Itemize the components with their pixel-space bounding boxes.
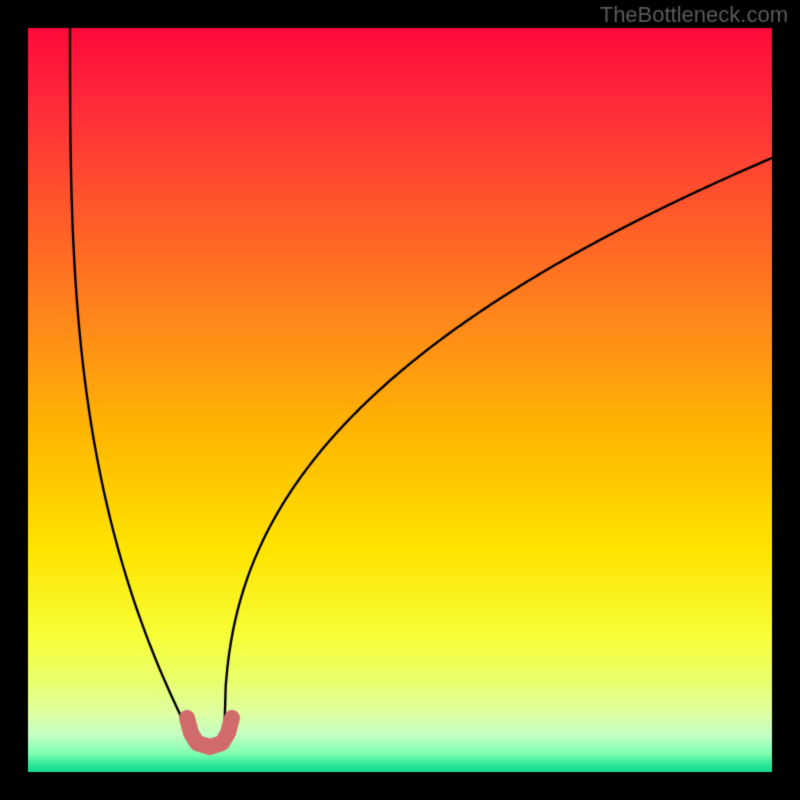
bottleneck-chart [0, 0, 800, 800]
